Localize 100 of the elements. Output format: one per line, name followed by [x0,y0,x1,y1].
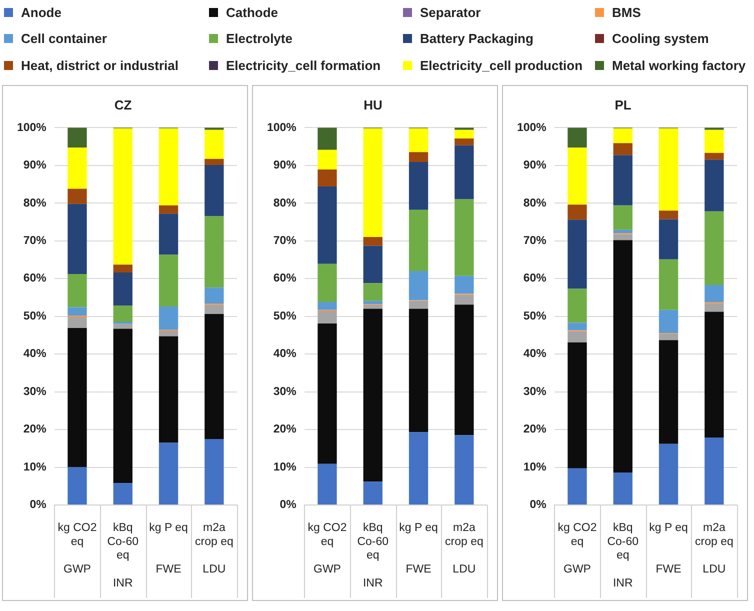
bar [318,302,337,310]
bar [704,211,724,285]
legend-label: Metal working factory [612,58,746,74]
bar [204,314,224,439]
y-tick-label: 70% [23,234,46,247]
bar [204,164,224,216]
bar [68,128,87,148]
bar [568,128,587,148]
y-tick-label: 70% [273,234,296,247]
y-tick-label: 20% [273,424,296,436]
bar [568,148,587,205]
bar [613,143,632,156]
bar [454,294,474,305]
legend-label: Anode [21,4,62,20]
bar [704,303,724,312]
bar [318,311,337,324]
category-label: kg CO2 eq GWP [308,522,347,576]
category-label: kg P eq FWE [399,522,438,576]
bar [113,306,132,322]
category-label: kg P eq FWE [149,522,188,576]
y-tick-label: 90% [23,160,46,172]
bar [658,210,678,220]
y-tick-label: 60% [523,272,546,285]
legend-label: Cell container [21,31,107,46]
bar [704,130,724,153]
bar [318,169,337,186]
bar [318,150,337,170]
y-tick-label: 100% [16,122,46,134]
bar [68,274,87,308]
bar [568,468,587,504]
bar [113,324,132,329]
category-label: kBq Co-60 eq INR [357,522,389,590]
y-tick-label: 80% [273,197,296,210]
bar [613,234,632,240]
bar [408,308,428,432]
bar [658,219,678,260]
bar [408,162,428,210]
y-tick-label: 60% [273,272,296,285]
y-tick-label: 10% [523,461,546,474]
bar [68,188,87,204]
bar [568,220,587,289]
y-tick-label: 50% [273,310,296,322]
bar [363,283,382,301]
bar [613,240,632,473]
y-tick-label: 90% [523,160,546,172]
bar [204,216,224,288]
bar [363,128,382,238]
bar [318,128,337,150]
y-tick-label: 100% [516,122,546,134]
bar [704,152,724,160]
bar [318,264,337,302]
y-tick-label: 80% [523,197,546,210]
bar [408,128,428,152]
bar [408,152,428,162]
bar [704,160,724,212]
bar [704,284,724,302]
y-tick-label: 10% [273,461,296,474]
legend-label: Electricity_cell formation [226,58,381,74]
bar [568,322,587,330]
bar [363,308,382,482]
bar [454,276,474,294]
bar [568,331,587,342]
bar [113,264,132,273]
category-label: kBq Co-60 eq INR [607,522,639,590]
bar [113,328,132,484]
y-tick-label: 90% [273,160,296,172]
category-label: kg CO2 eq GWP [558,522,597,576]
bar [158,336,178,443]
bar [68,317,87,328]
legend-label: Cathode [226,4,278,20]
bar [613,472,632,504]
bar [363,482,382,504]
bar [68,148,87,189]
category-label: kg P eq FWE [649,522,688,576]
legend-label: Electrolyte [226,31,292,46]
bar [158,254,178,306]
bar [658,128,678,211]
y-tick-label: 20% [23,424,46,436]
legend-label: Cooling system [612,31,709,46]
bar [658,444,678,504]
chart-title: HU [364,97,382,112]
bar [318,323,337,464]
y-tick-label: 40% [273,348,296,360]
bar [454,130,474,139]
bar [68,467,87,504]
y-tick-label: 0% [30,499,46,512]
bar [204,158,224,165]
category-label: kBq Co-60 eq INR [107,522,139,590]
bar [704,312,724,438]
legend-label: Battery Packaging [420,31,534,46]
y-tick-label: 60% [23,272,46,285]
legend-label: Electricity_cell production [420,58,583,74]
bar [408,300,428,309]
bar [658,340,678,444]
bar [318,464,337,504]
bar [204,130,224,159]
bar [454,138,474,146]
bar [658,259,678,310]
bar [158,442,178,504]
bar [613,155,632,206]
